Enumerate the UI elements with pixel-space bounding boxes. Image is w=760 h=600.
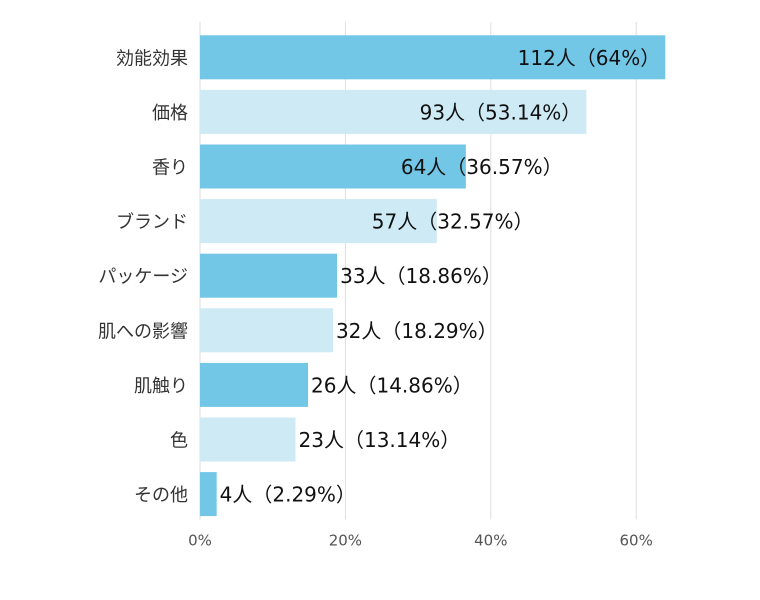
y-tick-label: 肌への影響: [98, 321, 188, 342]
value-label: 112人（64%）: [518, 46, 661, 70]
y-tick-label: 価格: [152, 103, 188, 124]
y-tick-label: 香り: [152, 158, 188, 179]
bar: [200, 472, 217, 517]
value-label: 26人（14.86%）: [311, 373, 473, 397]
value-label: 64人（36.57%）: [401, 155, 563, 179]
x-tick-label: 60%: [620, 532, 653, 550]
x-tick-label: 0%: [188, 532, 212, 550]
bar: [200, 89, 587, 134]
bar: [200, 144, 466, 189]
y-tick-label: ブランド: [116, 211, 188, 233]
x-tick-label: 40%: [474, 532, 507, 550]
y-tick-label: 色: [170, 431, 188, 452]
value-label: 32人（18.29%）: [336, 319, 498, 343]
bar: [200, 35, 666, 80]
value-label: 4人（2.29%）: [220, 483, 356, 507]
value-label: 93人（53.14%）: [420, 100, 582, 124]
bar: [200, 417, 296, 462]
x-tick-label: 20%: [329, 532, 362, 550]
bar: [200, 199, 437, 244]
value-label: 33人（18.86%）: [340, 264, 502, 288]
bar: [200, 253, 338, 298]
bar: [200, 308, 333, 353]
y-tick-label: その他: [134, 485, 188, 506]
y-tick-label: 効能効果: [116, 48, 188, 69]
value-label: 23人（13.14%）: [299, 428, 461, 452]
bar: [200, 362, 309, 407]
y-tick-label: パッケージ: [98, 267, 188, 288]
value-label: 57人（32.57%）: [372, 210, 534, 234]
y-tick-label: 肌触り: [134, 376, 188, 397]
